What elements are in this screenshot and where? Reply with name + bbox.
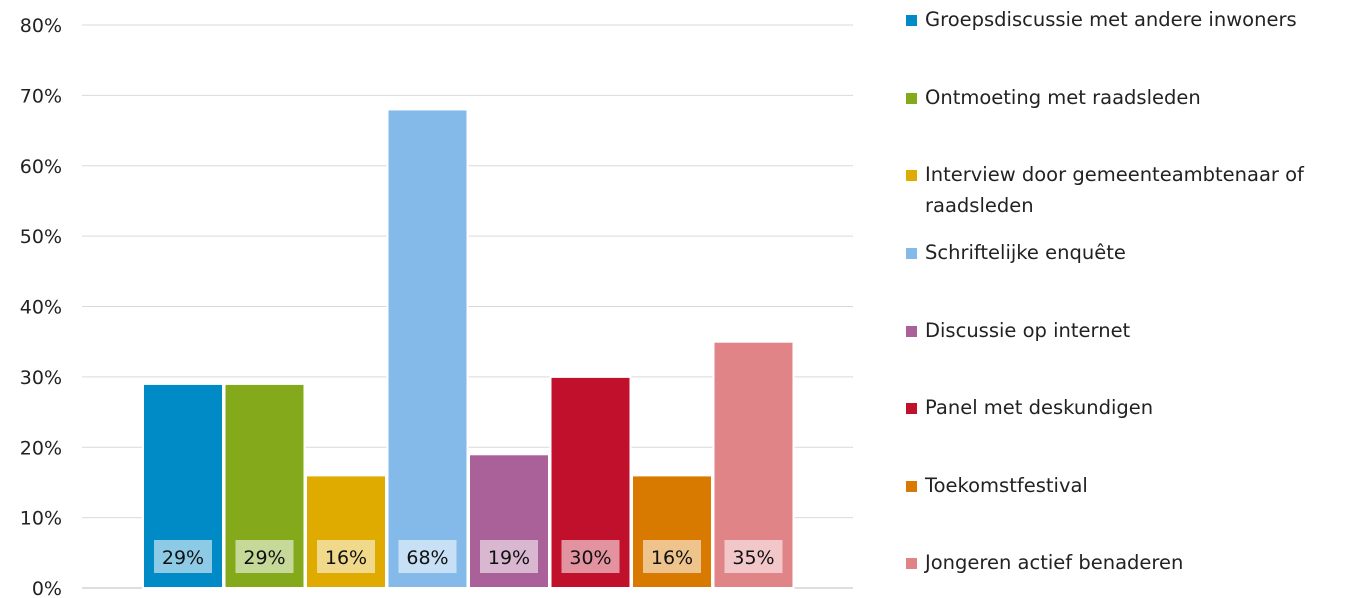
- y-tick-label: 0%: [32, 578, 62, 598]
- legend-item: Toekomstfestival: [906, 470, 1356, 501]
- y-tick-label: 70%: [20, 85, 62, 107]
- legend-swatch: [906, 558, 917, 569]
- legend-label: Jongeren actief benaderen: [925, 551, 1184, 574]
- legend-item: Ontmoeting met raadsleden: [906, 82, 1356, 113]
- data-label: 35%: [732, 547, 774, 569]
- data-label: 16%: [325, 547, 367, 569]
- legend-swatch: [906, 403, 917, 414]
- data-label: 29%: [243, 547, 285, 569]
- legend-swatch: [906, 15, 917, 26]
- legend-item: Discussie op internet: [906, 315, 1356, 346]
- legend-label: Panel met deskundigen: [925, 396, 1154, 419]
- legend-item: Panel met deskundigen: [906, 392, 1356, 423]
- legend-label: Interview door gemeenteambtenaar of raad…: [925, 163, 1304, 217]
- data-label-box: [154, 540, 212, 573]
- legend-item: Jongeren actief benaderen: [906, 547, 1356, 578]
- data-label: 19%: [488, 547, 530, 569]
- legend-swatch: [906, 326, 917, 337]
- data-label-box: [561, 540, 620, 573]
- legend-item: Schriftelijke enquête: [906, 237, 1356, 268]
- y-tick-label: 20%: [20, 437, 62, 459]
- data-label-box: [643, 540, 701, 573]
- y-tick-label: 10%: [20, 508, 62, 530]
- y-tick-label: 30%: [20, 367, 62, 389]
- legend-swatch: [906, 93, 917, 104]
- y-tick-label: 50%: [20, 226, 62, 248]
- y-tick-label: 40%: [20, 297, 62, 319]
- data-label: 29%: [162, 547, 204, 569]
- legend-label: Groepsdiscussie met andere inwoners: [925, 8, 1297, 31]
- legend-swatch: [906, 248, 917, 259]
- y-tick-label: 80%: [20, 15, 62, 37]
- data-label-box: [724, 540, 783, 573]
- bars: [142, 108, 795, 589]
- data-label-box: [480, 540, 538, 573]
- y-axis-tick-labels: 0% 10% 20% 30% 40% 50% 60% 70% 80%: [20, 15, 62, 598]
- data-label: 68%: [406, 547, 448, 569]
- legend: Groepsdiscussie met andere inwoners Ontmo…: [906, 0, 1356, 598]
- data-label: 16%: [651, 547, 693, 569]
- y-tick-label: 60%: [20, 156, 62, 178]
- legend-item: Interview door gemeenteambtenaar of raad…: [906, 159, 1356, 221]
- data-label-box: [235, 540, 294, 573]
- data-labels: 29% 29% 16% 68% 19% 30% 16% 35%: [154, 540, 783, 573]
- data-label-box: [398, 540, 457, 573]
- legend-label: Discussie op internet: [925, 319, 1131, 342]
- bar-chart: 0% 10% 20% 30% 40% 50% 60% 70% 80% 29% 29% 16% 68% 1…: [20, 15, 853, 598]
- bar: [386, 108, 469, 589]
- legend-label: Ontmoeting met raadsleden: [925, 86, 1201, 109]
- legend-item: Groepsdiscussie met andere inwoners: [906, 4, 1356, 35]
- data-label: 30%: [569, 547, 611, 569]
- legend-swatch: [906, 481, 917, 492]
- data-label-box: [317, 540, 375, 573]
- legend-label: Schriftelijke enquête: [925, 241, 1126, 264]
- legend-swatch: [906, 170, 917, 181]
- legend-label: Toekomstfestival: [925, 474, 1088, 497]
